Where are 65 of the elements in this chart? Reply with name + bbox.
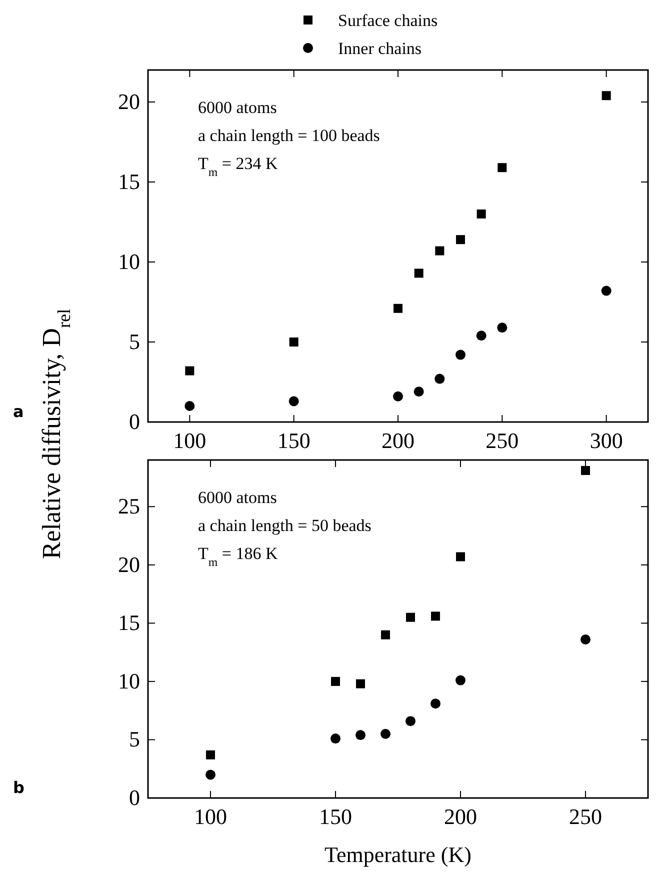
point xyxy=(406,612,415,622)
point xyxy=(394,304,402,313)
point xyxy=(414,386,424,397)
point xyxy=(497,322,508,333)
point xyxy=(206,770,216,780)
annotation: 6000 atoms xyxy=(198,488,277,507)
point xyxy=(356,679,365,688)
point xyxy=(431,612,440,621)
point xyxy=(476,330,486,341)
point xyxy=(406,716,416,726)
annotation: T$_{m}$ = 186 K xyxy=(198,544,278,569)
point xyxy=(289,338,298,346)
y-tick-label: 25 xyxy=(118,494,140,519)
point xyxy=(288,396,299,406)
y-tick-label: 20 xyxy=(118,89,140,114)
point xyxy=(476,210,486,218)
x-tick-label: 200 xyxy=(444,804,477,829)
annotation: a chain length = 50 beads xyxy=(198,516,372,535)
y-tick-label: 10 xyxy=(118,249,140,274)
point xyxy=(498,163,507,172)
y-tick-label: 15 xyxy=(118,169,140,194)
y-tick-label: 5 xyxy=(129,726,140,752)
y-tick-label: 0 xyxy=(129,409,140,434)
point xyxy=(414,268,424,278)
point xyxy=(602,91,611,100)
x-tick-label: 100 xyxy=(173,428,206,453)
annotation: a chain length = 100 beads xyxy=(198,126,380,145)
point xyxy=(430,698,440,709)
text: b xyxy=(13,778,24,797)
x-tick-label: 100 xyxy=(194,804,227,829)
x-tick-label: 150 xyxy=(319,804,352,829)
x-axis-title: Temperature (K) xyxy=(324,842,472,867)
x-tick-label: 250 xyxy=(569,804,602,829)
point xyxy=(381,630,390,640)
point xyxy=(393,391,403,402)
point xyxy=(581,466,590,475)
point xyxy=(330,734,340,744)
x-tick-label: 250 xyxy=(486,428,519,453)
point xyxy=(434,374,445,384)
point xyxy=(601,286,612,296)
y-tick-label: 15 xyxy=(118,610,140,636)
point xyxy=(456,675,466,686)
annotation: T$_{m}$ = 234 K xyxy=(198,154,278,179)
text: a xyxy=(13,402,24,421)
x-tick-label: 300 xyxy=(590,428,623,453)
y-tick-label: 0 xyxy=(129,785,140,810)
point xyxy=(185,366,194,376)
x-tick-label: 150 xyxy=(277,428,310,453)
point xyxy=(435,246,444,256)
y-tick-label: 5 xyxy=(129,329,140,354)
point xyxy=(331,676,340,686)
point xyxy=(580,634,590,644)
y-tick-label: 10 xyxy=(118,668,140,694)
point xyxy=(456,350,466,360)
point xyxy=(206,750,215,760)
point xyxy=(456,552,465,562)
point xyxy=(356,730,366,740)
point xyxy=(184,401,195,411)
point xyxy=(380,728,390,739)
legend-label: Inner chains xyxy=(338,39,422,58)
point xyxy=(456,235,465,244)
x-tick-label: 200 xyxy=(382,428,414,453)
y-tick-label: 20 xyxy=(118,552,140,577)
legend-label: Surface chains xyxy=(338,11,438,30)
annotation: 6000 atoms xyxy=(198,98,277,117)
